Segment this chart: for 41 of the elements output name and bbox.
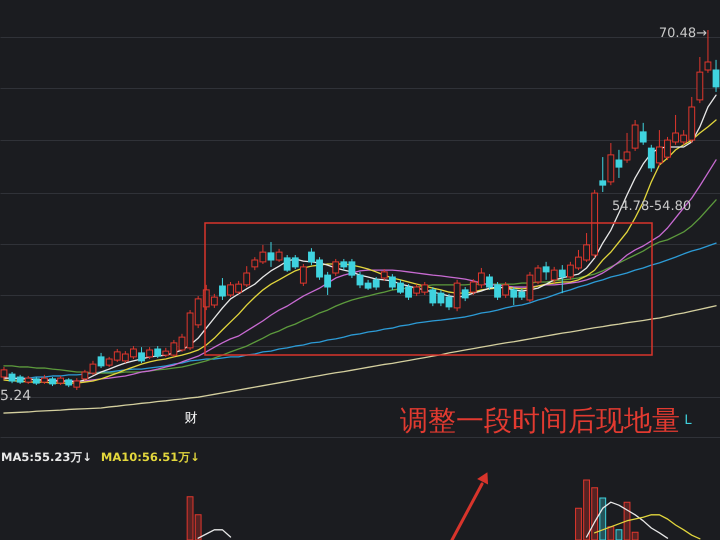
candlestick	[599, 156, 606, 192]
bar	[616, 529, 622, 540]
text: 调整一段时间后现地量	[400, 404, 680, 437]
bar	[632, 532, 639, 540]
bar	[591, 487, 598, 540]
candlestick	[712, 59, 720, 92]
text: MA5:55.23万↓	[1, 450, 92, 464]
annotation: 5.24	[0, 388, 32, 404]
candlestick	[558, 264, 566, 294]
text: L	[684, 413, 692, 428]
candlestick	[624, 132, 630, 164]
bar	[575, 508, 582, 540]
candlestick	[648, 144, 655, 172]
bar	[186, 496, 194, 540]
candlestick	[502, 282, 510, 298]
bar	[194, 514, 202, 540]
candlestick	[332, 258, 340, 276]
candlestick	[276, 248, 282, 262]
candlestick	[73, 378, 80, 390]
candlestick	[616, 149, 622, 178]
candlestick	[300, 264, 307, 286]
candlestick	[380, 268, 388, 282]
bar	[607, 526, 614, 540]
text: 财	[184, 411, 198, 426]
candlestick	[0, 366, 8, 380]
bar	[624, 502, 630, 540]
candlestick	[146, 346, 154, 360]
candlestick	[268, 242, 274, 268]
candlestick	[154, 346, 162, 358]
candlestick	[632, 120, 639, 152]
bar	[583, 480, 590, 540]
text: MA10:56.51万↓	[100, 450, 200, 464]
candlestick	[550, 266, 558, 284]
candlestick	[98, 352, 104, 369]
candlestick	[704, 30, 712, 74]
candlestick	[138, 346, 145, 364]
candlestick	[219, 278, 226, 300]
annotation: 70.48→	[658, 26, 708, 41]
candlestick	[462, 286, 469, 302]
candlestick	[542, 261, 550, 280]
candlestick	[640, 122, 647, 146]
